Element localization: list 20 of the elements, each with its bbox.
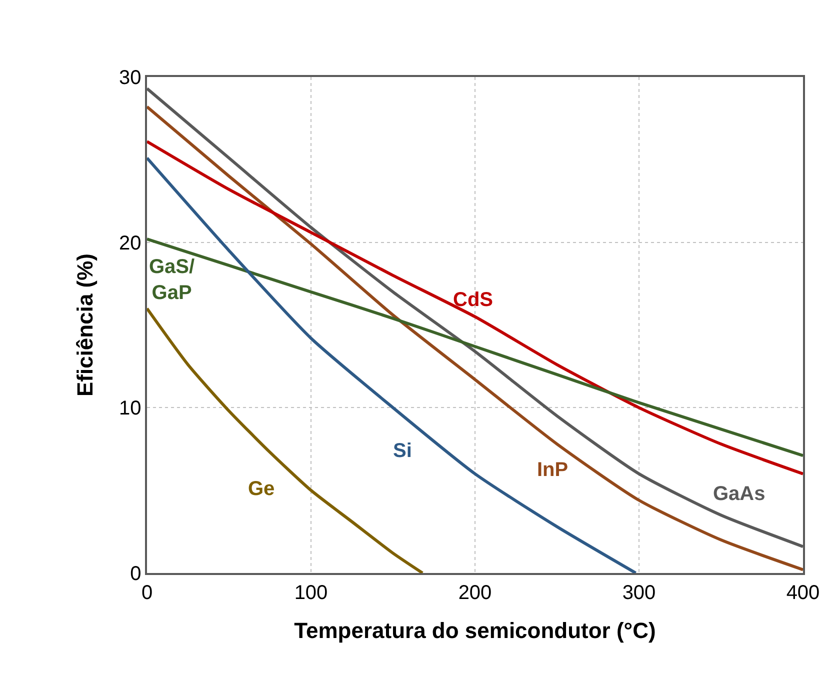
- series-label: Si: [393, 440, 412, 462]
- line-series: [147, 238, 803, 458]
- line-series: [147, 140, 803, 476]
- series-label: CdS: [453, 289, 493, 311]
- y-tick-label: 20: [119, 232, 142, 254]
- series-label: InP: [537, 459, 568, 481]
- series-label: GaAs: [713, 483, 766, 505]
- y-tick-label: 0: [130, 563, 142, 585]
- series-label: Ge: [248, 478, 275, 500]
- y-tick-label: 30: [119, 67, 142, 89]
- line-series: [147, 306, 424, 573]
- x-tick-label: 100: [294, 582, 328, 604]
- x-tick-label: 400: [786, 582, 820, 604]
- y-axis-title: Eficiência (%): [72, 253, 98, 397]
- line-series: [147, 156, 638, 573]
- x-axis-title: Temperatura do semicondutor (°C): [294, 618, 656, 644]
- x-tick-label: 300: [622, 582, 656, 604]
- series-label: GaS/GaP: [149, 256, 196, 304]
- y-tick-label: 10: [119, 398, 142, 420]
- x-tick-label: 200: [458, 582, 492, 604]
